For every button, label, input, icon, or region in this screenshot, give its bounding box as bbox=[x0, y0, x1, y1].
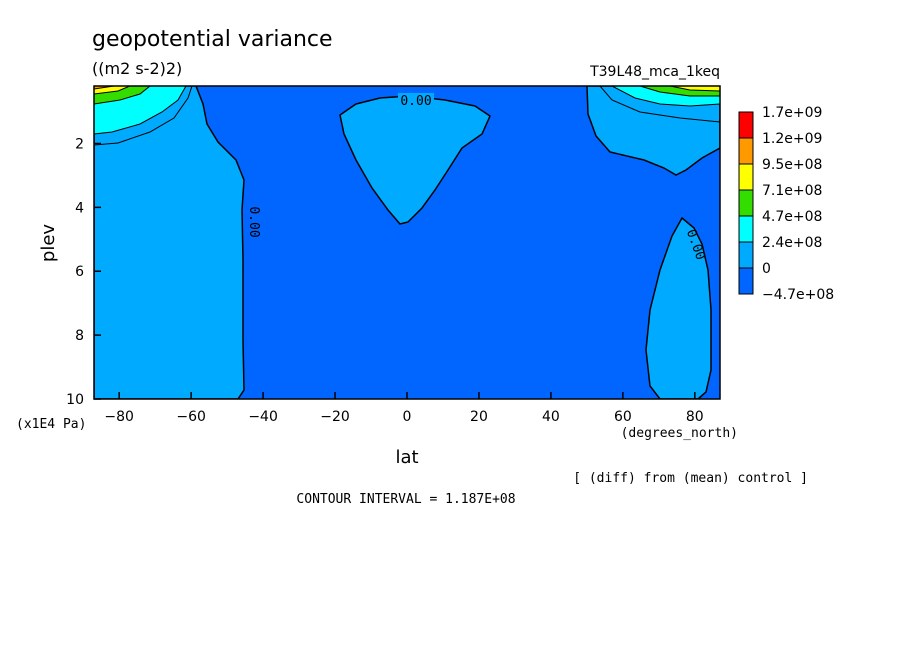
colorbar-label: 2.4e+08 bbox=[762, 235, 822, 251]
x-tick-label: 40 bbox=[542, 409, 560, 425]
x-tick-label: −40 bbox=[248, 409, 278, 425]
chart-units: ((m2 s-2)2) bbox=[92, 59, 182, 78]
colorbar-label: 9.5e+08 bbox=[762, 157, 822, 173]
colorbar-label: 7.1e+08 bbox=[762, 183, 822, 199]
positive-region-right-top bbox=[586, 86, 720, 176]
y-tick-label: 2 bbox=[75, 136, 84, 152]
y-tick-label: 8 bbox=[75, 328, 84, 344]
chart-title: geopotential variance bbox=[92, 27, 333, 52]
colorbar-swatch bbox=[738, 241, 754, 269]
y-tick-label: 6 bbox=[75, 264, 84, 280]
x-axis: −80 −60 −40 −20 0 20 40 60 80 bbox=[104, 392, 704, 425]
positive-region-left bbox=[94, 86, 245, 399]
contour-interval: CONTOUR INTERVAL = 1.187E+08 bbox=[296, 492, 515, 507]
colorbar-label: 4.7e+08 bbox=[762, 209, 822, 225]
x-tick-label: 80 bbox=[686, 409, 704, 425]
x-tick-label: 60 bbox=[614, 409, 632, 425]
y-axis-label: plev bbox=[38, 224, 59, 263]
colorbar-label: 1.2e+09 bbox=[762, 131, 822, 147]
x-tick-label: −60 bbox=[176, 409, 206, 425]
band-right-3 bbox=[669, 86, 720, 92]
plot-area: 0.00 0.00 0.00 bbox=[94, 86, 720, 399]
positive-region-right-bottom bbox=[645, 216, 712, 399]
diff-note: [ (diff) from (mean) control ] bbox=[573, 471, 808, 486]
colorbar-swatch bbox=[738, 215, 754, 243]
contour-label-center: 0.00 bbox=[400, 94, 431, 109]
contour-label-left: 0.00 bbox=[246, 206, 261, 237]
x-tick-label: 0 bbox=[403, 409, 412, 425]
x-tick-label: −80 bbox=[104, 409, 134, 425]
y-axis: 2 4 6 8 10 bbox=[66, 136, 101, 408]
contour-left-line bbox=[94, 86, 193, 146]
x-axis-label: lat bbox=[395, 447, 418, 468]
colorbar-swatch bbox=[738, 111, 754, 139]
x-units: (degrees_north) bbox=[621, 426, 738, 441]
run-label: T39L48_mca_1keq bbox=[589, 64, 720, 80]
x-tick-label: −20 bbox=[320, 409, 350, 425]
colorbar-swatch bbox=[738, 137, 754, 165]
colorbar: 1.7e+09 1.2e+09 9.5e+08 7.1e+08 4.7e+08 2.4e+… bbox=[738, 105, 834, 303]
y-tick-label: 10 bbox=[66, 392, 84, 408]
y-units: (x1E4 Pa) bbox=[16, 417, 86, 432]
colorbar-swatch bbox=[738, 163, 754, 191]
colorbar-label: −4.7e+08 bbox=[762, 287, 834, 303]
colorbar-swatch bbox=[738, 267, 754, 295]
colorbar-swatch bbox=[738, 189, 754, 217]
colorbar-label: 0 bbox=[762, 261, 771, 277]
x-tick-label: 20 bbox=[470, 409, 488, 425]
colorbar-label: 1.7e+09 bbox=[762, 105, 822, 121]
y-tick-label: 4 bbox=[75, 200, 84, 216]
contour-right-line bbox=[599, 86, 720, 123]
